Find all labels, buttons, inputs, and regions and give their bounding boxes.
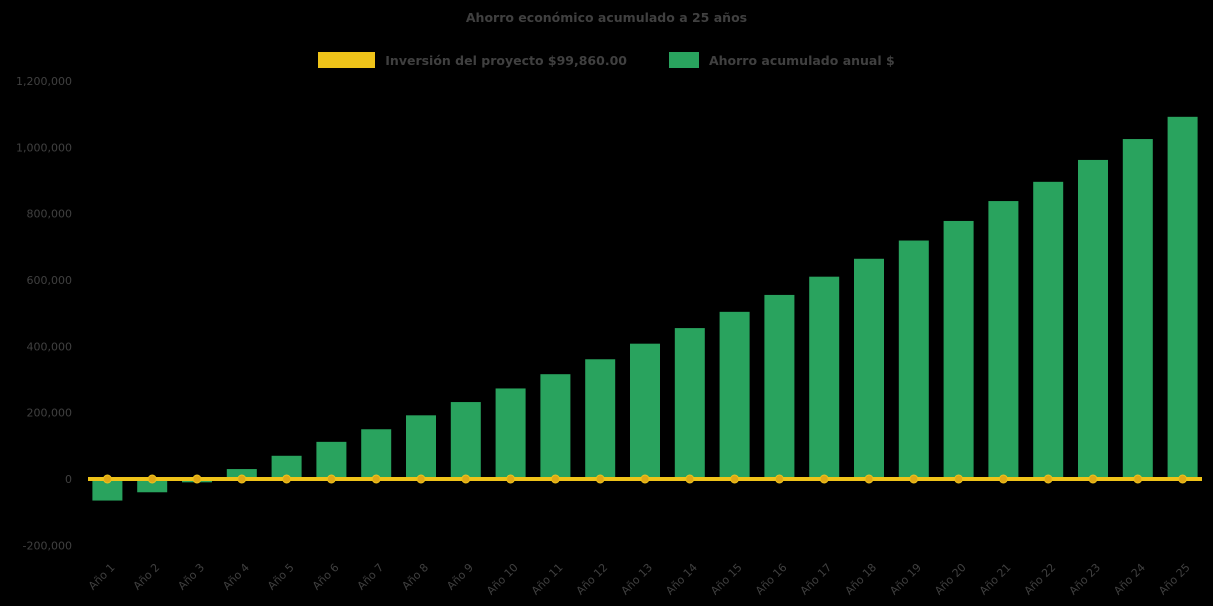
x-tick-label: Año 5 (265, 561, 297, 593)
x-tick-label: Año 9 (444, 561, 476, 593)
legend-item-savings: Ahorro acumulado anual $ (668, 52, 895, 68)
x-tick-label: Año 8 (399, 561, 431, 593)
x-axis-labels: Año 1 Año 2 Año 3 Año 4 Año 5 Año 6 Año 7 Año 8… (86, 561, 1193, 598)
y-tick-label: 0 (65, 473, 72, 486)
x-tick-label: Año 15 (708, 561, 745, 598)
x-tick-label: Año 6 (310, 561, 342, 593)
bar (719, 311, 750, 479)
y-tick-label: 800,000 (27, 208, 73, 221)
bar (406, 415, 436, 479)
bar (943, 220, 974, 480)
investment-line-marker (730, 474, 740, 484)
bar (585, 359, 616, 479)
x-tick-label: Año 16 (753, 561, 790, 598)
legend-swatch-investment (318, 52, 376, 68)
bar (137, 479, 168, 493)
investment-line-marker (595, 474, 605, 484)
x-tick-label: Año 24 (1111, 561, 1148, 598)
bar (1078, 159, 1108, 480)
bar (226, 469, 257, 479)
investment-line-marker (326, 474, 336, 484)
bar (92, 479, 123, 501)
x-tick-label: Año 11 (529, 561, 566, 598)
investment-line-marker (1043, 474, 1053, 484)
y-tick-label: -200,000 (23, 539, 72, 552)
x-tick-label: Año 20 (932, 561, 969, 598)
x-tick-label: Año 25 (1156, 561, 1193, 598)
investment-line-marker (1088, 474, 1098, 484)
x-tick-label: Año 14 (663, 561, 700, 598)
legend-label-savings: Ahorro acumulado anual $ (708, 52, 895, 68)
investment-line-marker (147, 474, 157, 484)
bar (854, 258, 884, 479)
x-tick-label: Año 19 (887, 561, 924, 598)
x-tick-label: Año 4 (220, 561, 252, 593)
x-tick-label: Año 3 (175, 561, 207, 593)
x-tick-label: Año 13 (619, 561, 656, 598)
bar (1033, 181, 1064, 479)
y-axis-labels: 1,200,000 1,000,000 800,000 600,000 400,000 2… (16, 75, 72, 552)
bar (271, 455, 302, 479)
y-tick-label: 1,200,000 (16, 75, 72, 88)
bar (361, 429, 392, 479)
investment-line (88, 474, 1202, 484)
investment-line-marker (1133, 474, 1143, 484)
investment-line-marker (461, 474, 471, 484)
x-tick-label: Año 21 (977, 561, 1014, 598)
legend-swatch-savings (668, 52, 699, 68)
bar (898, 240, 929, 479)
investment-line-marker (102, 474, 112, 484)
bar (630, 343, 660, 479)
legend-label-investment: Inversión del proyecto $99,860.00 (385, 52, 627, 68)
investment-line-marker (685, 474, 695, 484)
investment-line-marker (954, 474, 964, 484)
bar (988, 201, 1019, 479)
investment-line-marker (416, 474, 426, 484)
legend: Inversión del proyecto $99,860.00 Ahorro… (0, 52, 1213, 68)
bar (1122, 139, 1153, 479)
bar (450, 402, 481, 479)
investment-line-marker (237, 474, 247, 484)
investment-line-marker (192, 474, 202, 484)
x-tick-label: Año 10 (484, 561, 521, 598)
bar (495, 388, 526, 479)
investment-line-marker (506, 474, 516, 484)
investment-line-marker (550, 474, 560, 484)
bars-series-savings (92, 116, 1198, 501)
investment-line-marker (371, 474, 381, 484)
investment-line-marker (774, 474, 784, 484)
investment-line-marker (998, 474, 1008, 484)
y-tick-label: 600,000 (27, 274, 73, 287)
y-tick-label: 400,000 (27, 340, 73, 353)
bar (540, 374, 571, 479)
investment-line-marker (864, 474, 874, 484)
bar (674, 328, 705, 479)
chart-title: Ahorro económico acumulado a 25 años (465, 10, 748, 25)
x-tick-label: Año 23 (1067, 561, 1104, 598)
y-tick-label: 1,000,000 (16, 141, 72, 154)
x-tick-label: Año 18 (843, 561, 880, 598)
legend-item-investment: Inversión del proyecto $99,860.00 (318, 52, 627, 68)
bar (764, 294, 795, 479)
x-tick-label: Año 22 (1022, 561, 1059, 598)
x-tick-label: Año 1 (86, 561, 118, 593)
bar (316, 441, 347, 479)
investment-line-marker (640, 474, 650, 484)
investment-line-marker (1178, 474, 1188, 484)
investment-line-marker (909, 474, 919, 484)
investment-line-marker (282, 474, 292, 484)
x-tick-label: Año 12 (574, 561, 611, 598)
investment-line-marker (819, 474, 829, 484)
x-tick-label: Año 17 (798, 561, 835, 598)
bar (1167, 116, 1198, 479)
bar (809, 276, 840, 479)
x-tick-label: Año 2 (131, 561, 163, 593)
y-tick-label: 200,000 (27, 407, 73, 420)
x-tick-label: Año 7 (355, 561, 387, 593)
